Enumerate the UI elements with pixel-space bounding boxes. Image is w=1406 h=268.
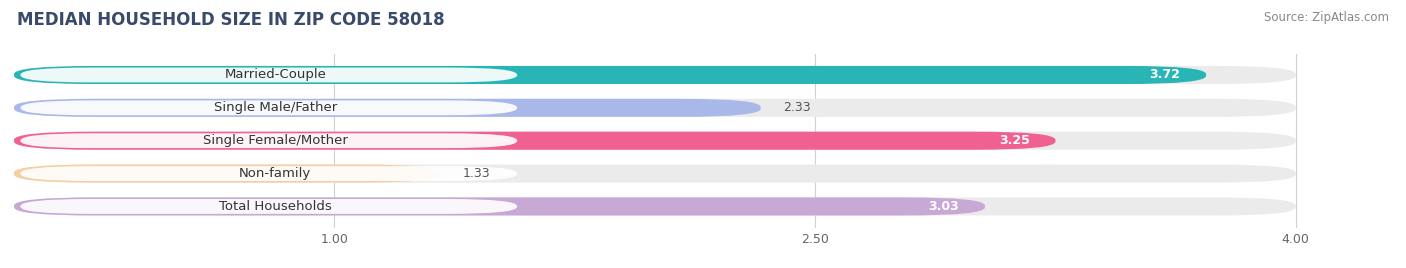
Text: Source: ZipAtlas.com: Source: ZipAtlas.com	[1264, 11, 1389, 24]
FancyBboxPatch shape	[14, 132, 1296, 150]
Text: Single Male/Father: Single Male/Father	[214, 101, 337, 114]
FancyBboxPatch shape	[21, 199, 517, 214]
FancyBboxPatch shape	[21, 68, 517, 82]
Text: 3.03: 3.03	[928, 200, 959, 213]
Text: 3.25: 3.25	[1000, 134, 1029, 147]
FancyBboxPatch shape	[14, 66, 1206, 84]
FancyBboxPatch shape	[14, 165, 440, 183]
FancyBboxPatch shape	[21, 133, 517, 148]
FancyBboxPatch shape	[14, 66, 1296, 84]
Text: Non-family: Non-family	[239, 167, 311, 180]
FancyBboxPatch shape	[14, 99, 761, 117]
Text: 1.33: 1.33	[463, 167, 491, 180]
Text: Married-Couple: Married-Couple	[225, 68, 326, 81]
Text: Single Female/Mother: Single Female/Mother	[202, 134, 347, 147]
FancyBboxPatch shape	[14, 132, 1056, 150]
Text: MEDIAN HOUSEHOLD SIZE IN ZIP CODE 58018: MEDIAN HOUSEHOLD SIZE IN ZIP CODE 58018	[17, 11, 444, 29]
FancyBboxPatch shape	[14, 165, 1296, 183]
Text: 3.72: 3.72	[1150, 68, 1181, 81]
FancyBboxPatch shape	[14, 99, 1296, 117]
FancyBboxPatch shape	[21, 166, 517, 181]
FancyBboxPatch shape	[14, 198, 986, 215]
Text: 2.33: 2.33	[783, 101, 811, 114]
Text: Total Households: Total Households	[219, 200, 332, 213]
FancyBboxPatch shape	[21, 100, 517, 115]
FancyBboxPatch shape	[14, 198, 1296, 215]
